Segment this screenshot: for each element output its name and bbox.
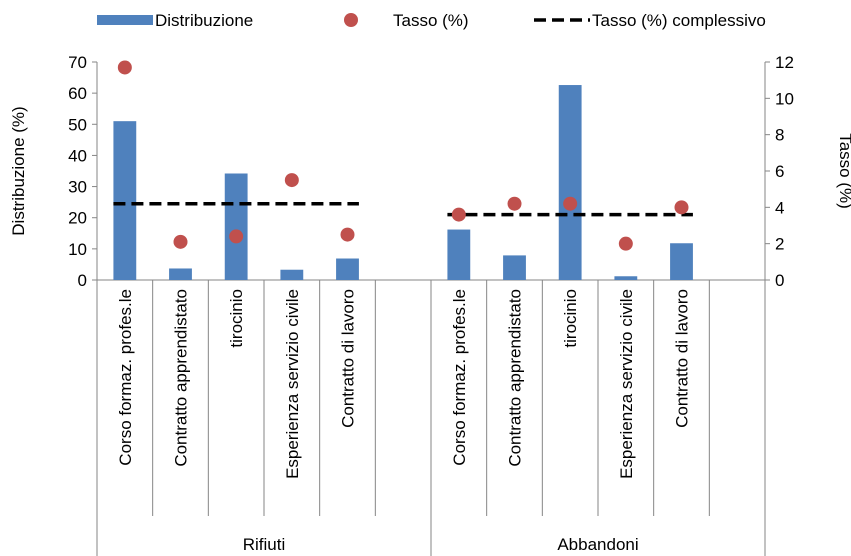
category-label: tirocinio: [561, 289, 580, 348]
bar-rifiuti-tirocinio: [224, 173, 248, 280]
y-tick-label-right: 2: [775, 235, 784, 254]
category-axis-labels: Corso formaz. profes.le Contratto apprend…: [116, 289, 692, 554]
group-label: Rifiuti: [243, 535, 286, 554]
y-tick-label-left: 40: [68, 146, 87, 165]
category-label: Contratto apprendistato: [172, 289, 191, 467]
legend-swatch-bar: [97, 15, 153, 25]
bar-rifiuti-contratto-di-lavoro: [336, 258, 359, 280]
y-tick-label-right: 12: [775, 53, 794, 72]
y-tick-label-right: 0: [775, 271, 784, 290]
category-label: Contratto di lavoro: [673, 289, 692, 428]
y-tick-label-left: 20: [68, 209, 87, 228]
point-rifiuti-contratto-di-lavoro: [340, 227, 355, 242]
legend-label-line: Tasso (%) complessivo: [592, 11, 766, 30]
bar-abbandoni-contratto-di-lavoro: [670, 243, 693, 280]
point-rifiuti-tirocinio: [229, 229, 244, 244]
y-tick-label-left: 30: [68, 178, 87, 197]
y-tick-label-left: 60: [68, 84, 87, 103]
y-axis-label-right: Tasso (%): [836, 133, 851, 209]
scatter-series-tasso: [117, 60, 689, 251]
bar-abbandoni-esperienza-servizio-civile: [614, 276, 638, 280]
y-tick-label-right: 10: [775, 89, 794, 108]
category-label: Esperienza servizio civile: [283, 289, 302, 479]
category-label: tirocinio: [227, 289, 246, 348]
y-tick-label-left: 10: [68, 240, 87, 259]
y-tick-label-right: 8: [775, 126, 784, 145]
point-abbandoni-esperienza-servizio-civile: [618, 236, 633, 251]
chart-axes: 0 10 20 30 40 50 60 70 Distribuzione (%) 0 2 4 6 8 10 1…: [9, 53, 851, 556]
bar-rifiuti-contratto-apprendistato: [169, 268, 192, 280]
y-tick-label-left: 0: [78, 271, 87, 290]
point-abbandoni-corso-formaz-profes-le: [451, 207, 466, 222]
point-abbandoni-contratto-apprendistato: [507, 196, 522, 211]
category-label: Contratto di lavoro: [339, 289, 358, 428]
y-tick-label-left: 50: [68, 115, 87, 134]
category-label: Contratto apprendistato: [506, 289, 525, 467]
point-abbandoni-contratto-di-lavoro: [674, 200, 689, 215]
legend-label-point: Tasso (%): [393, 11, 469, 30]
y-tick-label-right: 4: [775, 198, 784, 217]
category-label: Corso formaz. profes.le: [450, 289, 469, 466]
chart-legend: Distribuzione Tasso (%) Tasso (%) compless…: [97, 11, 766, 30]
y-tick-label-right: 6: [775, 162, 784, 181]
y-tick-label-left: 70: [68, 53, 87, 72]
category-label: Corso formaz. profes.le: [116, 289, 135, 466]
category-label: Esperienza servizio civile: [617, 289, 636, 479]
bar-rifiuti-esperienza-servizio-civile: [280, 269, 304, 280]
bar-abbandoni-corso-formaz-profes-le: [447, 229, 471, 280]
legend-label-bar: Distribuzione: [155, 11, 253, 30]
point-rifiuti-corso-formaz-profes-le: [117, 60, 132, 75]
line-series-tasso-complessivo: [113, 201, 693, 217]
point-rifiuti-contratto-apprendistato: [173, 234, 188, 249]
group-label: Abbandoni: [557, 535, 638, 554]
bar-abbandoni-contratto-apprendistato: [503, 255, 526, 280]
legend-swatch-point: [344, 13, 358, 27]
bar-abbandoni-tirocinio: [558, 85, 582, 280]
y-axis-label-left: Distribuzione (%): [9, 106, 28, 235]
point-rifiuti-esperienza-servizio-civile: [284, 173, 299, 188]
bar-rifiuti-corso-formaz-profes-le: [113, 121, 137, 281]
bar-series-distribuzione: [113, 85, 693, 281]
point-abbandoni-tirocinio: [563, 196, 578, 211]
